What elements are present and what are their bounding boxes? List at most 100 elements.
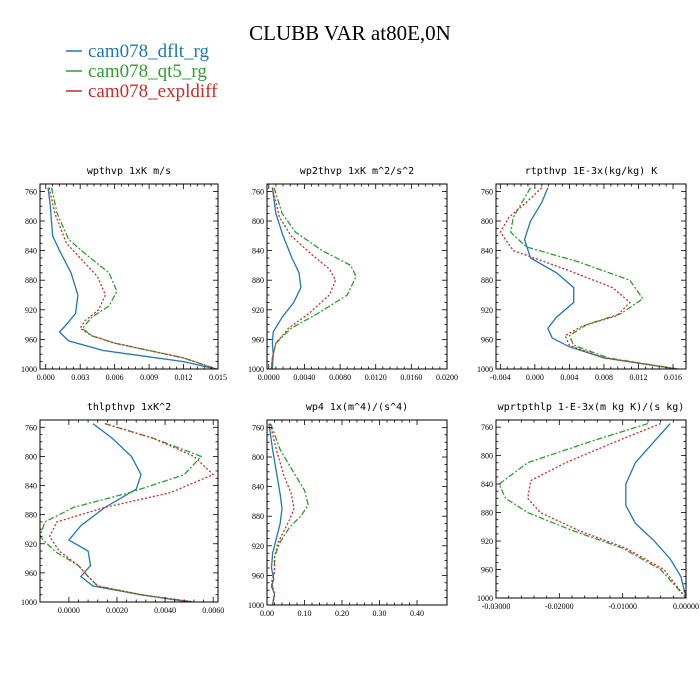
y-tick-label: 840: [481, 247, 493, 256]
x-tick-label: 0.015: [209, 373, 227, 382]
series-line: [48, 187, 218, 369]
series-line: [50, 187, 216, 369]
chart-panel: rtpthvp 1E-3x(kg/kg) K -0.004 0.000 0.004 0.…: [477, 166, 687, 382]
figure-title: CLUBB VAR at80E,0N: [249, 21, 451, 45]
y-tick-label: 800: [481, 217, 493, 226]
y-tick-label: 960: [25, 335, 37, 344]
y-tick-label: 1000: [21, 598, 37, 607]
y-tick-label: 840: [252, 247, 264, 256]
x-tick-label: 0.006: [106, 373, 124, 382]
x-tick-label: 0.0080: [329, 373, 351, 382]
y-tick-label: 760: [252, 423, 264, 432]
x-tick-label: -0.01000: [608, 602, 637, 611]
x-tick-label: -0.004: [490, 373, 511, 382]
x-tick-label: 0.0000: [58, 606, 80, 615]
chart-panel: wp2thvp 1xK m^2/s^2 0.0000 0.0040 0.0080 0.0…: [248, 166, 458, 382]
x-tick-label: 0.0060: [202, 606, 224, 615]
series-line: [270, 187, 357, 369]
plot-frame: [495, 183, 687, 370]
series-line: [67, 423, 190, 602]
x-tick-label: 0.10: [298, 609, 312, 618]
x-tick-label: 0.009: [140, 373, 158, 382]
chart-panel: wprtpthlp 1-E-3x(m kg K)/(s kg) -0.03000 -…: [477, 402, 699, 611]
x-tick-label: 0.012: [175, 373, 193, 382]
y-tick-label: 800: [252, 453, 264, 462]
x-tick-label: 0.0120: [365, 373, 387, 382]
y-tick-label: 1000: [477, 594, 493, 603]
x-tick-label: 0.00: [260, 609, 274, 618]
x-tick-label: 0.0040: [293, 373, 315, 382]
panel-title: thlpthvp 1xK^2: [87, 402, 171, 413]
y-tick-label: 840: [252, 483, 264, 492]
x-tick-label: 0.000: [37, 373, 55, 382]
x-tick-label: 0.000: [526, 373, 544, 382]
plot-frame: [39, 183, 219, 370]
x-tick-label: 0.0160: [400, 373, 422, 382]
series-line: [523, 187, 678, 369]
legend-label: cam078_dflt_rg: [88, 41, 210, 62]
plot-frame: [266, 183, 448, 370]
x-tick-label: -0.02000: [545, 602, 574, 611]
panel-title: wpthvp 1xK m/s: [87, 166, 171, 177]
y-tick-label: 760: [252, 187, 264, 196]
y-tick-label: 880: [252, 276, 264, 285]
legend-label: cam078_expldiff: [88, 81, 218, 102]
series-line: [269, 423, 295, 605]
y-tick-label: 960: [25, 569, 37, 578]
x-tick-label: 0.0020: [106, 606, 128, 615]
series-line: [40, 423, 203, 602]
y-tick-label: 1000: [477, 365, 493, 374]
legend-label: cam078_qt5_rg: [88, 61, 207, 82]
y-tick-label: 1000: [248, 365, 264, 374]
plot-frame: [495, 419, 687, 599]
y-tick-label: 1000: [248, 601, 264, 610]
y-tick-label: 960: [481, 335, 493, 344]
y-tick-label: 920: [252, 542, 264, 551]
y-tick-label: 760: [25, 423, 37, 432]
series-line: [268, 423, 283, 605]
series-line: [499, 187, 678, 369]
y-tick-label: 920: [252, 306, 264, 315]
y-tick-label: 920: [25, 540, 37, 549]
y-tick-label: 840: [481, 480, 493, 489]
series-line: [47, 187, 216, 369]
y-tick-label: 880: [481, 509, 493, 518]
series-line: [498, 422, 686, 598]
panel-title: wp2thvp 1xK m^2/s^2: [300, 166, 414, 177]
y-tick-label: 920: [481, 306, 493, 315]
y-tick-label: 800: [25, 217, 37, 226]
y-tick-label: 960: [481, 566, 493, 575]
y-tick-label: 800: [481, 452, 493, 461]
x-tick-label: 0.004: [560, 373, 578, 382]
x-tick-label: 0.20: [335, 609, 349, 618]
y-tick-label: 800: [25, 452, 37, 461]
panel-title: wp4 1x(m^4)/(s^4): [306, 402, 408, 413]
y-tick-label: 920: [481, 537, 493, 546]
series-line: [526, 422, 686, 598]
series-line: [270, 187, 337, 369]
x-tick-label: 0.30: [373, 609, 387, 618]
x-tick-label: 0.0200: [436, 373, 458, 382]
series-line: [625, 423, 686, 598]
x-tick-label: 0.40: [410, 609, 424, 618]
series-line: [271, 187, 302, 369]
series-line: [48, 423, 215, 602]
panel-title: rtpthvp 1E-3x(kg/kg) K: [525, 166, 657, 177]
y-tick-label: 880: [252, 512, 264, 521]
y-tick-label: 840: [25, 247, 37, 256]
chart-panel: wp4 1x(m^4)/(s^4) 0.00 0.10 0.20 0.30 0.40 760…: [248, 402, 448, 618]
y-tick-label: 1000: [21, 365, 37, 374]
x-tick-label: 0.012: [630, 373, 648, 382]
panel-title: wprtpthlp 1-E-3x(m kg K)/(s kg): [498, 402, 685, 413]
series-line: [270, 423, 309, 605]
legend: cam078_dflt_rgcam078_qt5_rgcam078_expldi…: [66, 41, 218, 102]
chart-panel: wpthvp 1xK m/s 0.000 0.003 0.006 0.009 0.012 0…: [21, 166, 227, 382]
chart-panel: thlpthvp 1xK^2 0.0000 0.0020 0.0040 0.0060 76…: [21, 402, 224, 615]
x-tick-label: -0.03000: [482, 602, 511, 611]
y-tick-label: 920: [25, 306, 37, 315]
x-tick-label: 0.00000: [673, 602, 699, 611]
chart-panels: wpthvp 1xK m/s0.000 0.003 0.006 0.009 0.012 0…: [21, 166, 699, 618]
x-tick-label: 0.0000: [258, 373, 280, 382]
y-tick-label: 760: [481, 423, 493, 432]
